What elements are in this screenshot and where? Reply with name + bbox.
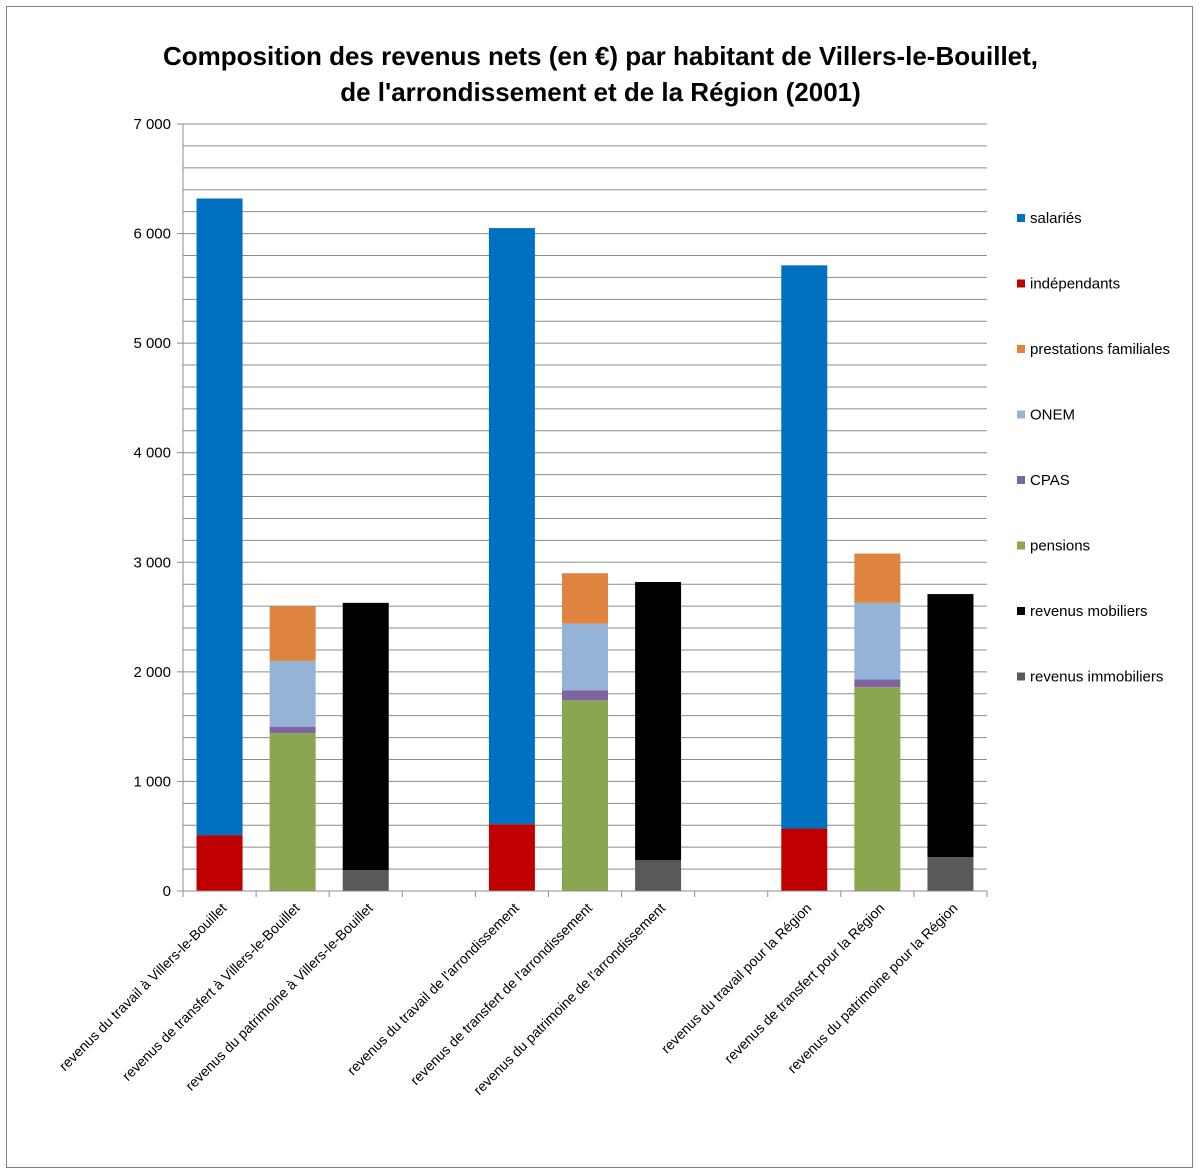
bar-segment bbox=[269, 726, 316, 734]
legend-swatch bbox=[1017, 541, 1025, 550]
chart-title-line-2: de l'arrondissement et de la Région (200… bbox=[340, 77, 861, 107]
bar-segment bbox=[269, 733, 316, 891]
chart-title-line-1: Composition des revenus nets (en €) par … bbox=[162, 41, 1039, 71]
y-tick-label: 2 000 bbox=[133, 664, 171, 681]
bar-segment bbox=[342, 870, 389, 891]
y-tick-label: 5 000 bbox=[133, 335, 171, 352]
x-category-label: revenus du travail pour la Région bbox=[658, 900, 815, 1057]
y-tick-label: 7 000 bbox=[133, 116, 171, 133]
bar-segment bbox=[269, 606, 316, 661]
y-tick-label: 4 000 bbox=[133, 445, 171, 462]
bar-segment bbox=[635, 860, 682, 891]
legend-swatch bbox=[1017, 607, 1025, 615]
x-category-label: revenus du patrimoine pour la Région bbox=[784, 900, 960, 1076]
legend-label: CPAS bbox=[1030, 472, 1070, 489]
x-category-label: revenus de transfert pour la Région bbox=[721, 900, 888, 1067]
bar-segment bbox=[854, 687, 901, 891]
legend-swatch bbox=[1017, 214, 1025, 222]
legend-label: pensions bbox=[1030, 538, 1090, 555]
legend-label: revenus mobiliers bbox=[1030, 603, 1148, 620]
legend-swatch bbox=[1017, 410, 1025, 419]
bar-segment bbox=[927, 594, 974, 858]
bar-segment bbox=[488, 824, 535, 891]
bar-segment bbox=[781, 828, 828, 891]
y-tick-label: 0 bbox=[163, 883, 171, 900]
bar-segment bbox=[781, 265, 828, 829]
legend-label: revenus immobiliers bbox=[1030, 669, 1163, 686]
legend-swatch bbox=[1017, 345, 1025, 353]
bar-segment bbox=[927, 857, 974, 891]
chart-title: Composition des revenus nets (en €) par … bbox=[0, 38, 1201, 110]
legend-label: salariés bbox=[1030, 210, 1082, 227]
legend: salariés indépendants prestations familial… bbox=[1017, 210, 1170, 686]
bar-segment bbox=[854, 553, 901, 603]
bar-segment bbox=[562, 690, 608, 701]
bar-segment bbox=[635, 582, 682, 861]
legend-label: indépendants bbox=[1030, 276, 1120, 293]
bar-segment bbox=[196, 835, 243, 891]
y-tick-label: 3 000 bbox=[133, 554, 171, 571]
bar-segment bbox=[562, 573, 608, 624]
bar-segment bbox=[269, 660, 316, 727]
bar-segment bbox=[488, 228, 535, 825]
legend-swatch bbox=[1017, 672, 1025, 681]
bar-segment bbox=[562, 700, 608, 891]
legend-label: prestations familiales bbox=[1030, 341, 1170, 358]
legend-swatch bbox=[1017, 279, 1025, 288]
y-tick-label: 1 000 bbox=[133, 773, 171, 790]
bar-segment bbox=[854, 602, 901, 680]
bar-segment bbox=[562, 623, 608, 691]
bar-segment bbox=[342, 602, 389, 871]
legend-label: ONEM bbox=[1030, 407, 1075, 424]
legend-swatch bbox=[1017, 476, 1025, 484]
bars bbox=[196, 198, 974, 891]
y-tick-label: 6 000 bbox=[133, 226, 171, 243]
bar-segment bbox=[196, 198, 243, 836]
bar-segment bbox=[854, 679, 901, 688]
